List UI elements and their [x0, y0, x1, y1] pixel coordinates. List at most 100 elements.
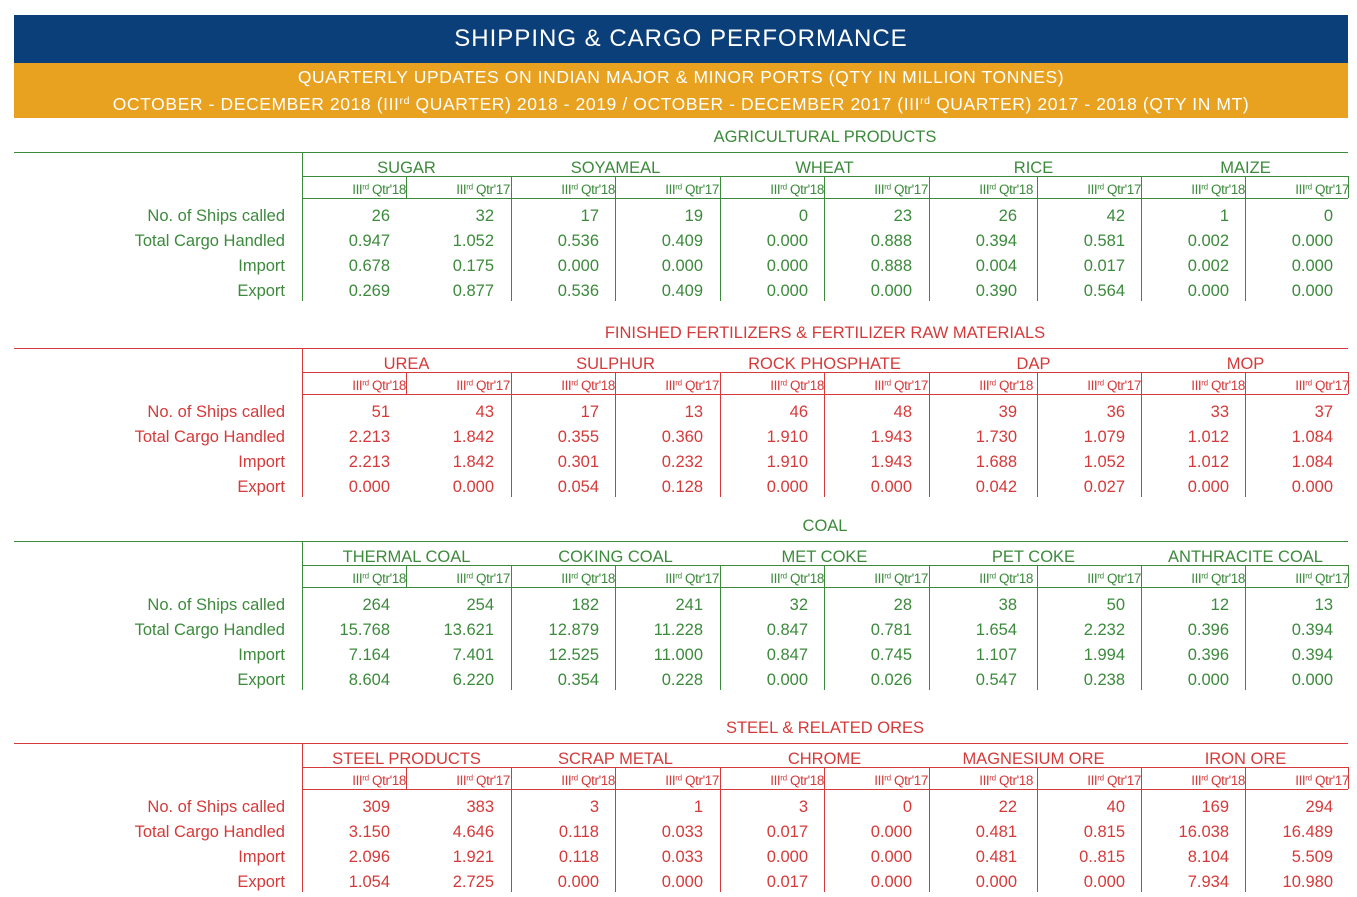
table-cell: 0.536 — [557, 282, 599, 300]
table-cell: 32 — [475, 207, 494, 225]
quarter-header: IIIrd Qtr'18 — [720, 571, 824, 587]
commodity-header: MAGNESIUM ORE — [962, 750, 1105, 768]
table-cell: 38 — [998, 596, 1017, 614]
table-cell: 33 — [1210, 403, 1229, 421]
quarter-header: IIIrd Qtr'18 — [720, 773, 824, 789]
table-cell: 19 — [684, 207, 703, 225]
column-divider — [824, 372, 825, 497]
quarter-header-roman: III — [770, 773, 781, 788]
quarter-header-superscript: rd — [1097, 182, 1104, 192]
table-cell: 0.000 — [766, 848, 808, 866]
quarter-header-roman: III — [561, 378, 572, 393]
table-cell: 43 — [475, 403, 494, 421]
quarter-header-roman: III — [979, 182, 990, 197]
quarter-header: IIIrd Qtr'17 — [1037, 182, 1141, 198]
table-cell: 0.175 — [452, 257, 494, 275]
quarter-header: IIIrd Qtr'17 — [615, 378, 719, 394]
quarter-header-text: Qtr'17 — [681, 182, 719, 197]
table-cell: 2.213 — [348, 453, 390, 471]
quarter-header: IIIrd Qtr'18 — [929, 571, 1033, 587]
table-cell: 0.888 — [870, 257, 912, 275]
quarter-header-superscript: rd — [571, 182, 578, 192]
table-cell: 26 — [371, 207, 390, 225]
label-divider — [302, 541, 303, 690]
commodity-header: CHROME — [787, 750, 862, 768]
quarter-header-roman: III — [979, 571, 990, 586]
quarter-header-superscript: rd — [466, 571, 473, 581]
table-cell: 0.026 — [870, 671, 912, 689]
table-cell: 0.000 — [870, 823, 912, 841]
table-cell: 1.079 — [1083, 428, 1125, 446]
quarter-header-superscript: rd — [780, 378, 787, 388]
column-divider — [615, 176, 616, 301]
table-cell: 0.781 — [870, 621, 912, 639]
column-divider — [929, 176, 930, 301]
table-cell: 7.934 — [1187, 873, 1229, 891]
table-section: FINISHED FERTILIZERS & FERTILIZER RAW MA… — [0, 322, 1357, 502]
quarter-header-text: Qtr'18 — [995, 378, 1033, 393]
quarter-header-text: Qtr'17 — [1103, 773, 1141, 788]
subtitle-line-2-part: QUARTER) 2018 - 2019 / OCTOBER - DECEMBE… — [410, 94, 921, 114]
quarter-header-text: Qtr'18 — [577, 378, 615, 393]
column-divider — [929, 565, 930, 690]
quarter-header-roman: III — [561, 773, 572, 788]
table-cell: 0.238 — [1083, 671, 1125, 689]
table-cell: 0.000 — [870, 478, 912, 496]
table-cell: 0.000 — [975, 873, 1017, 891]
quarter-header: IIIrd Qtr'18 — [302, 773, 406, 789]
quarter-header-text: Qtr'18 — [786, 773, 824, 788]
table-cell: 0.000 — [1291, 478, 1333, 496]
table-cell: 0.000 — [766, 282, 808, 300]
quarter-header-text: Qtr'17 — [472, 182, 510, 197]
quarter-header-roman: III — [874, 571, 885, 586]
table-cell: 36 — [1106, 403, 1125, 421]
table-cell: 0.000 — [766, 478, 808, 496]
table-cell: 0.409 — [661, 232, 703, 250]
quarter-header-text: Qtr'17 — [472, 571, 510, 586]
column-divider — [1348, 565, 1349, 587]
quarter-header-text: Qtr'17 — [1311, 571, 1349, 586]
section-top-rule — [14, 152, 1348, 153]
table-cell: 0.581 — [1083, 232, 1125, 250]
table-cell: 0.947 — [348, 232, 390, 250]
quarter-header-roman: III — [770, 571, 781, 586]
table-cell: 1.052 — [452, 232, 494, 250]
table-cell: 0.000 — [1291, 671, 1333, 689]
table-cell: 1.943 — [870, 428, 912, 446]
table-cell: 11.000 — [653, 646, 703, 664]
quarter-header-superscript: rd — [675, 182, 682, 192]
section-title: AGRICULTURAL PRODUCTS — [713, 128, 937, 146]
table-cell: 2.213 — [348, 428, 390, 446]
quarter-header-roman: III — [1191, 773, 1202, 788]
table-cell: 0.000 — [766, 257, 808, 275]
table-cell: 3 — [798, 798, 808, 816]
column-divider — [1245, 372, 1246, 497]
table-cell: 0.118 — [558, 848, 599, 866]
group-underline — [302, 767, 1348, 768]
table-cell: 264 — [362, 596, 390, 614]
quarter-header-roman: III — [456, 571, 467, 586]
quarter-header: IIIrd Qtr'17 — [1037, 571, 1141, 587]
quarter-header: IIIrd Qtr'17 — [615, 182, 719, 198]
quarter-header-superscript: rd — [989, 773, 996, 783]
commodity-header: MET COKE — [781, 548, 868, 566]
quarter-header: IIIrd Qtr'18 — [720, 378, 824, 394]
quarter-header-roman: III — [352, 378, 363, 393]
row-label: Export — [237, 671, 285, 689]
table-cell: 0 — [902, 798, 912, 816]
table-cell: 0.128 — [661, 478, 703, 496]
table-cell: 0.536 — [557, 232, 599, 250]
quarter-header-roman: III — [352, 182, 363, 197]
table-cell: 1.730 — [975, 428, 1017, 446]
table-cell: 0.000 — [1291, 232, 1333, 250]
table-cell: 383 — [466, 798, 494, 816]
table-section: STEEL & RELATED ORES STEEL PRODUCTS SCRAP … — [0, 717, 1357, 897]
quarter-header: IIIrd Qtr'18 — [302, 571, 406, 587]
quarter-header: IIIrd Qtr'18 — [929, 182, 1033, 198]
table-cell: 0.394 — [1291, 646, 1333, 664]
quarter-header-roman: III — [874, 773, 885, 788]
group-underline — [302, 372, 1348, 373]
column-divider — [824, 565, 825, 690]
quarter-header-superscript: rd — [1097, 773, 1104, 783]
quarter-header: IIIrd Qtr'17 — [615, 773, 719, 789]
